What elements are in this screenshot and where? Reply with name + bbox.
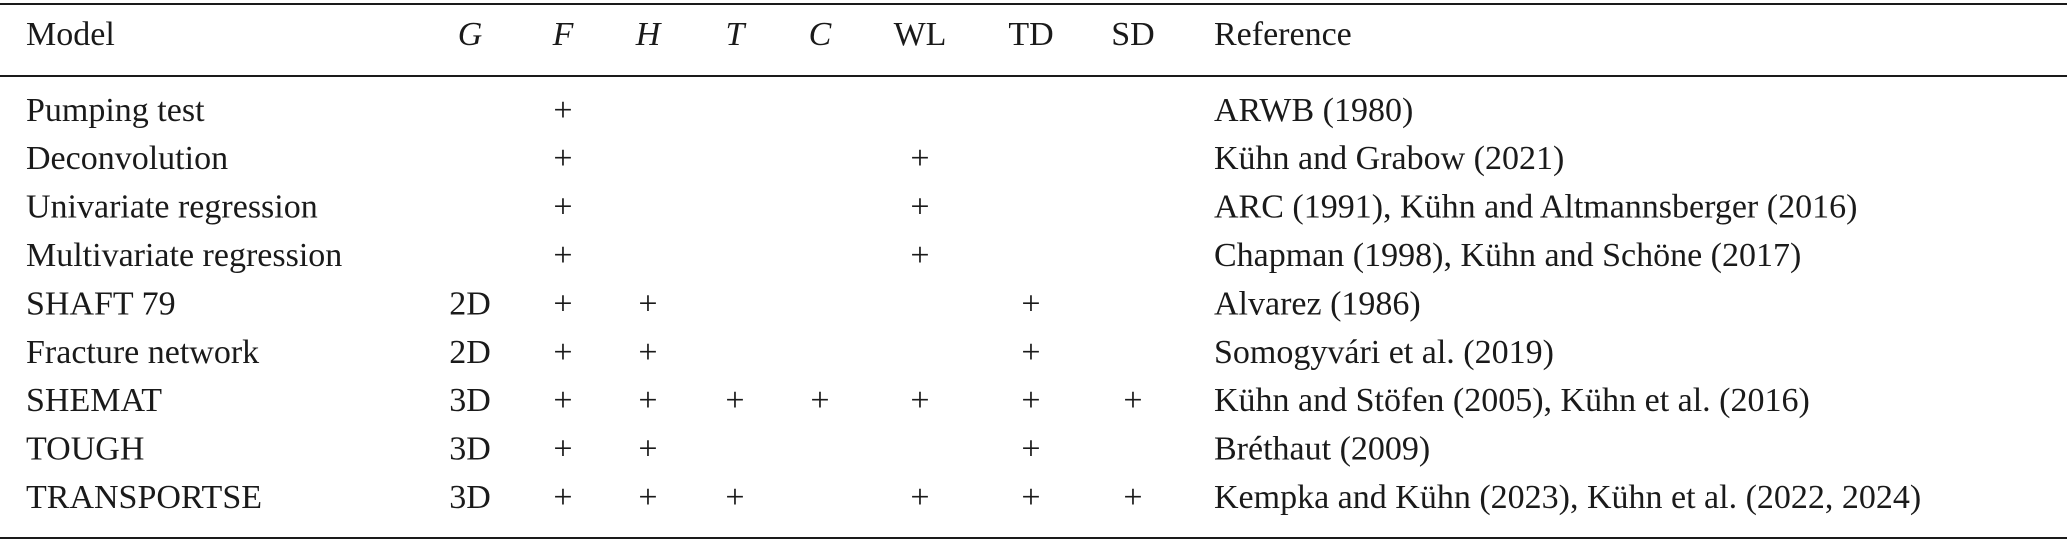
- feature-cell: +: [638, 285, 657, 322]
- model-cell: Multivariate regression: [26, 237, 342, 274]
- feature-cell: +: [638, 334, 657, 371]
- feature-cell: +: [553, 479, 572, 516]
- feature-cell: +: [553, 92, 572, 129]
- feature-cell: +: [725, 479, 744, 516]
- model-cell: SHEMAT: [26, 382, 162, 419]
- feature-cell: +: [1021, 285, 1040, 322]
- feature-cell: +: [725, 382, 744, 419]
- feature-cell: +: [553, 140, 572, 177]
- reference-cell: ARWB (1980): [1214, 92, 1413, 129]
- model-cell: Deconvolution: [26, 140, 228, 177]
- feature-cell: +: [1021, 382, 1040, 419]
- model-cell: SHAFT 79: [26, 285, 176, 322]
- model-cell: TRANSPORTSE: [26, 479, 262, 516]
- header-cell: WL: [894, 16, 947, 53]
- model-cell: Fracture network: [26, 334, 259, 371]
- header-cell: H: [635, 16, 663, 53]
- feature-cell: +: [910, 479, 929, 516]
- feature-cell: +: [910, 140, 929, 177]
- feature-cell: +: [910, 382, 929, 419]
- feature-cell: 3D: [449, 479, 491, 516]
- feature-cell: +: [638, 382, 657, 419]
- model-cell: TOUGH: [26, 431, 144, 468]
- reference-cell: Bréthaut (2009): [1214, 431, 1430, 468]
- reference-cell: Kühn and Stöfen (2005), Kühn et al. (201…: [1214, 382, 1810, 419]
- model-cell: Pumping test: [26, 92, 205, 129]
- feature-cell: +: [1021, 431, 1040, 468]
- header-cell: F: [552, 16, 575, 53]
- header-cell: TD: [1008, 16, 1053, 53]
- header-cell: Reference: [1214, 16, 1352, 53]
- feature-cell: +: [553, 285, 572, 322]
- feature-cell: +: [553, 334, 572, 371]
- feature-cell: +: [553, 431, 572, 468]
- feature-cell: +: [553, 237, 572, 274]
- feature-cell: +: [1123, 382, 1142, 419]
- header-cell: G: [458, 16, 483, 53]
- feature-cell: +: [1021, 479, 1040, 516]
- feature-cell: 3D: [449, 431, 491, 468]
- reference-cell: Kempka and Kühn (2023), Kühn et al. (202…: [1214, 479, 1921, 516]
- header-cell: T: [726, 16, 747, 53]
- feature-cell: +: [553, 189, 572, 226]
- feature-cell: 3D: [449, 382, 491, 419]
- reference-cell: Chapman (1998), Kühn and Schöne (2017): [1214, 237, 1801, 274]
- model-cell: Univariate regression: [26, 189, 318, 226]
- reference-cell: Kühn and Grabow (2021): [1214, 140, 1564, 177]
- feature-cell: +: [638, 479, 657, 516]
- feature-cell: +: [1123, 479, 1142, 516]
- header-cell: C: [809, 16, 832, 53]
- header-cell: SD: [1111, 16, 1154, 53]
- feature-cell: 2D: [449, 334, 491, 371]
- feature-cell: +: [1021, 334, 1040, 371]
- feature-cell: +: [638, 431, 657, 468]
- feature-cell: +: [910, 189, 929, 226]
- feature-cell: +: [810, 382, 829, 419]
- header-cell: Model: [26, 16, 115, 53]
- feature-cell: +: [553, 382, 572, 419]
- reference-cell: Alvarez (1986): [1214, 285, 1421, 322]
- feature-cell: 2D: [449, 285, 491, 322]
- feature-cell: +: [910, 237, 929, 274]
- reference-cell: Somogyvári et al. (2019): [1214, 334, 1554, 371]
- reference-cell: ARC (1991), Kühn and Altmannsberger (201…: [1214, 189, 1857, 226]
